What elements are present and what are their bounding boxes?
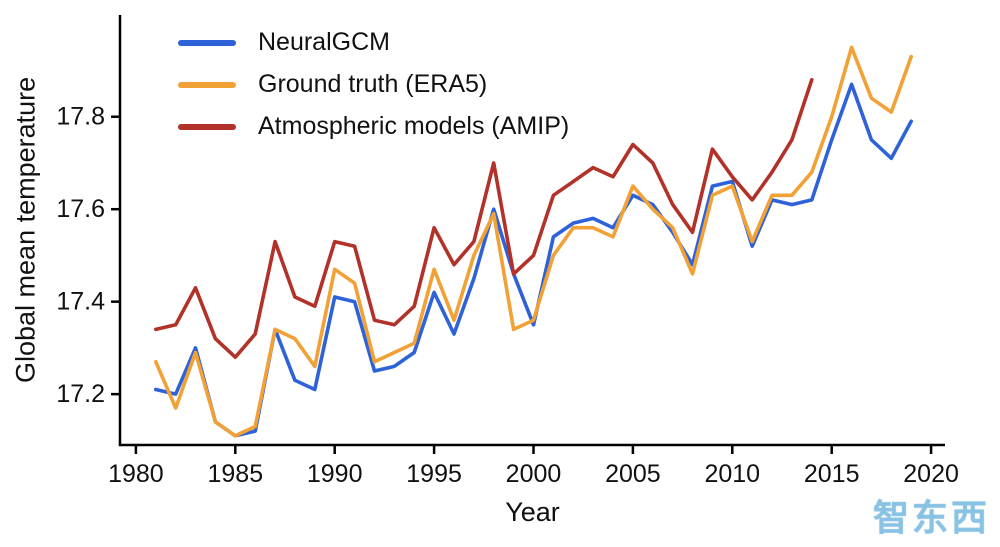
legend-item-amip: Atmospheric models (AMIP) — [178, 112, 569, 141]
legend-item-era5: Ground truth (ERA5) — [178, 70, 569, 99]
x-tick-label: 1985 — [207, 460, 263, 488]
x-tick-label: 2015 — [804, 460, 860, 488]
series-line-1 — [154, 45, 914, 438]
legend-line-swatch-era5 — [178, 81, 236, 88]
legend-item-neuralgcm: NeuralGCM — [178, 28, 569, 57]
y-tick-label: 17.8 — [56, 103, 105, 131]
x-tick-label: 2000 — [506, 460, 562, 488]
x-axis-label: Year — [505, 497, 560, 527]
x-tick-label: 2005 — [605, 460, 661, 488]
series-line-0 — [154, 82, 914, 438]
legend-line-swatch-amip — [178, 123, 236, 130]
y-tick-label: 17.2 — [56, 380, 105, 408]
y-axis-label: Global mean temperature — [10, 76, 41, 384]
legend-label-amip: Atmospheric models (AMIP) — [258, 112, 570, 140]
legend-line-swatch-neuralgcm — [178, 39, 236, 46]
x-tick-label: 2020 — [903, 460, 959, 488]
watermark: 智东西 — [872, 497, 990, 538]
legend: NeuralGCM Ground truth (ERA5) Atmospheri… — [178, 28, 569, 141]
x-tick-label: 1980 — [108, 460, 164, 488]
x-tick-label: 1990 — [307, 460, 363, 488]
legend-label-neuralgcm: NeuralGCM — [258, 28, 390, 56]
x-tick-label: 1995 — [406, 460, 462, 488]
x-tick-label: 2010 — [704, 460, 760, 488]
legend-label-era5: Ground truth (ERA5) — [258, 70, 488, 98]
y-tick-label: 17.4 — [56, 288, 105, 316]
y-tick-label: 17.6 — [56, 195, 105, 223]
series-line-2 — [154, 77, 814, 360]
